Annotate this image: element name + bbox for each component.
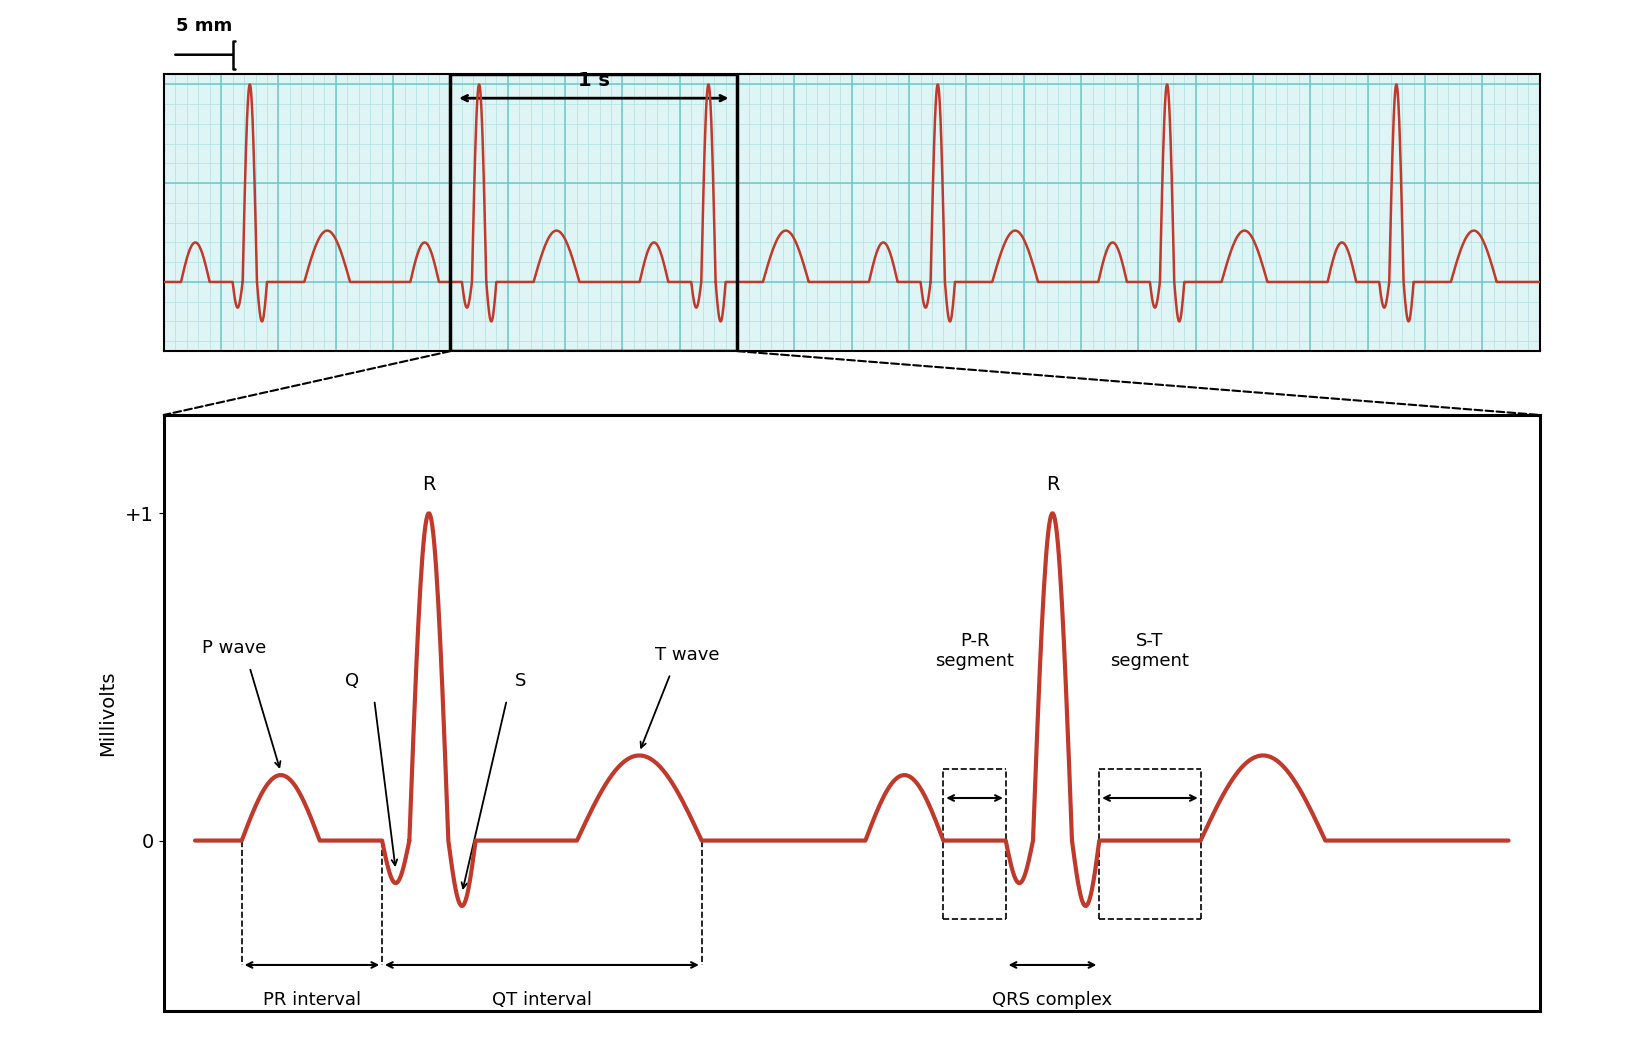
Text: PR interval: PR interval	[262, 992, 360, 1009]
Text: S: S	[514, 672, 526, 689]
Text: P wave: P wave	[201, 639, 265, 658]
Text: S-T
segment: S-T segment	[1111, 632, 1189, 670]
Text: Q: Q	[344, 672, 359, 689]
Text: P-R
segment: P-R segment	[935, 632, 1014, 670]
Text: QT interval: QT interval	[491, 992, 591, 1009]
Text: R: R	[1045, 475, 1060, 494]
Y-axis label: Millivolts: Millivolts	[98, 670, 116, 755]
Text: 5 mm: 5 mm	[175, 17, 233, 35]
Text: 1 s: 1 s	[578, 71, 609, 90]
Text: QRS complex: QRS complex	[993, 992, 1112, 1009]
Bar	[450, 74, 737, 351]
Text: R: R	[423, 475, 436, 494]
Text: T wave: T wave	[655, 646, 719, 664]
